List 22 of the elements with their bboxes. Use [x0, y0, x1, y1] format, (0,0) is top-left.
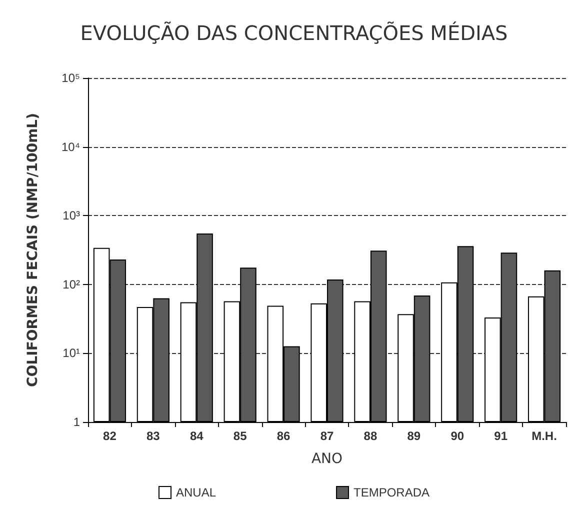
legend-label: ANUAL	[176, 486, 216, 500]
legend-label: TEMPORADA	[354, 486, 430, 500]
x-tick-label: 86	[276, 429, 291, 443]
x-tick-label: 85	[233, 429, 248, 443]
y-tick-label: 1	[73, 415, 80, 429]
x-tick-label: 88	[364, 429, 378, 443]
x-tick-label: 87	[320, 429, 334, 443]
chart-title: EVOLUÇÃO DAS CONCENTRAÇÕES MÉDIAS	[80, 21, 508, 45]
x-tick-label: 83	[146, 429, 160, 443]
x-tick-label: 84	[190, 429, 204, 443]
x-tick-label: 90	[450, 429, 464, 443]
x-tick-label: M.H.	[532, 429, 557, 443]
y-tick-label: 10³	[62, 208, 80, 223]
y-tick-label: 10⁵	[62, 71, 80, 85]
y-tick-label: 10¹	[62, 346, 80, 360]
x-axis-title: ANO	[311, 451, 343, 467]
y-axis-title: COLIFORMES FECAIS (NMP/100mL)	[25, 113, 41, 387]
y-tick-label: 10²	[62, 277, 80, 292]
x-tick-label: 89	[407, 429, 421, 443]
x-tick-label: 91	[494, 429, 508, 443]
y-tick-label: 10⁴	[61, 140, 80, 154]
x-tick-label: 82	[103, 429, 117, 443]
